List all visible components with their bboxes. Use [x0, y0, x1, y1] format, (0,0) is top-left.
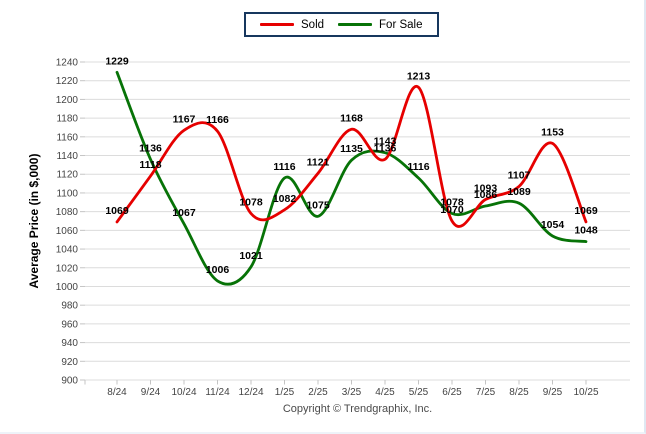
for-sale-data-label: 1116 [273, 161, 295, 173]
sold-data-label: 1121 [307, 156, 330, 168]
y-tick-label: 1180 [56, 114, 78, 125]
for-sale-data-label: 1229 [105, 55, 129, 67]
sold-line-swatch [260, 23, 294, 26]
sold-data-label: 1213 [407, 70, 431, 82]
for-sale-data-label: 1143 [374, 136, 397, 148]
for-sale-series-line [115, 70, 588, 286]
y-tick-label: 1200 [56, 95, 79, 106]
y-tick-label: 920 [61, 357, 78, 368]
x-tick-label: 2/25 [308, 387, 328, 398]
for-sale-line-swatch [338, 23, 373, 26]
y-tick-label: 1100 [56, 188, 78, 199]
y-tick-label: 1060 [56, 226, 79, 237]
sold-series-line [115, 85, 588, 228]
sold-data-label: 1069 [105, 205, 129, 217]
x-tick-label: 8/24 [107, 387, 127, 398]
for-sale-data-label: 1075 [306, 199, 330, 211]
x-tick-label: 8/25 [509, 387, 529, 398]
for-sale-data-label: 1086 [474, 189, 498, 201]
x-tick-label: 5/25 [409, 387, 429, 398]
y-tick-label: 1240 [56, 58, 79, 69]
y-tick-label: 1220 [56, 76, 79, 87]
x-tick-label: 10/25 [573, 387, 598, 398]
x-tick-label: 7/25 [476, 387, 496, 398]
for-sale-data-label: 1136 [139, 142, 162, 154]
sold-data-label: 1093 [474, 182, 498, 194]
legend-item-sold: Sold [260, 19, 324, 31]
x-tick-label: 9/25 [543, 387, 563, 398]
x-tick-label: 1/25 [275, 387, 295, 398]
y-tick-label: 940 [61, 338, 78, 349]
x-tick-label: 11/24 [205, 387, 230, 398]
x-tick-label: 4/25 [375, 387, 395, 398]
sold-data-label: 1070 [440, 204, 464, 216]
legend-item-for-sale: For Sale [338, 18, 423, 31]
y-tick-label: 1000 [56, 282, 79, 293]
y-tick-label: 1140 [56, 151, 78, 162]
y-tick-label: 1040 [56, 245, 79, 256]
sold-data-label: 1078 [239, 197, 263, 209]
sold-data-label: 1136 [374, 142, 397, 154]
for-sale-data-label: 1089 [507, 186, 531, 198]
sold-data-label: 1069 [574, 205, 598, 217]
sold-data-label: 1082 [273, 193, 297, 205]
copyright-text: Copyright © Trendgraphix, Inc. [282, 403, 433, 415]
sold-data-label: 1153 [541, 126, 564, 138]
for-sale-data-label: 1054 [541, 219, 565, 231]
x-tick-label: 3/25 [342, 387, 362, 398]
for-sale-data-label: 1067 [172, 207, 196, 219]
sold-data-label: 1118 [139, 159, 161, 171]
y-tick-label: 900 [61, 376, 78, 387]
for-sale-data-label: 1135 [340, 143, 363, 155]
legend: Sold For Sale [244, 12, 439, 37]
y-tick-label: 1020 [56, 263, 79, 274]
for-sale-data-label: 1006 [206, 264, 230, 276]
x-tick-label: 6/25 [442, 387, 462, 398]
x-tick-label: 10/24 [171, 387, 196, 398]
sold-data-label: 1166 [206, 114, 229, 126]
sold-data-label: 1107 [508, 169, 531, 181]
y-tick-label: 1160 [56, 132, 78, 143]
sold-legend-label: Sold [301, 18, 325, 31]
x-tick-label: 9/24 [141, 387, 161, 398]
y-tick-label: 960 [61, 319, 78, 330]
sold-data-label: 1167 [173, 113, 196, 125]
y-tick-label: 1120 [56, 170, 78, 181]
for-sale-data-label: 1021 [239, 250, 263, 262]
for-sale-data-label: 1048 [574, 225, 598, 237]
for-sale-data-label: 1078 [440, 197, 464, 209]
y-tick-label: 980 [61, 301, 78, 312]
x-tick-label: 12/24 [238, 387, 263, 398]
sold-data-label: 1168 [340, 112, 363, 124]
for-sale-legend-label: For Sale [379, 18, 423, 31]
for-sale-data-label: 1116 [407, 161, 429, 173]
y-tick-label: 1080 [56, 207, 79, 218]
